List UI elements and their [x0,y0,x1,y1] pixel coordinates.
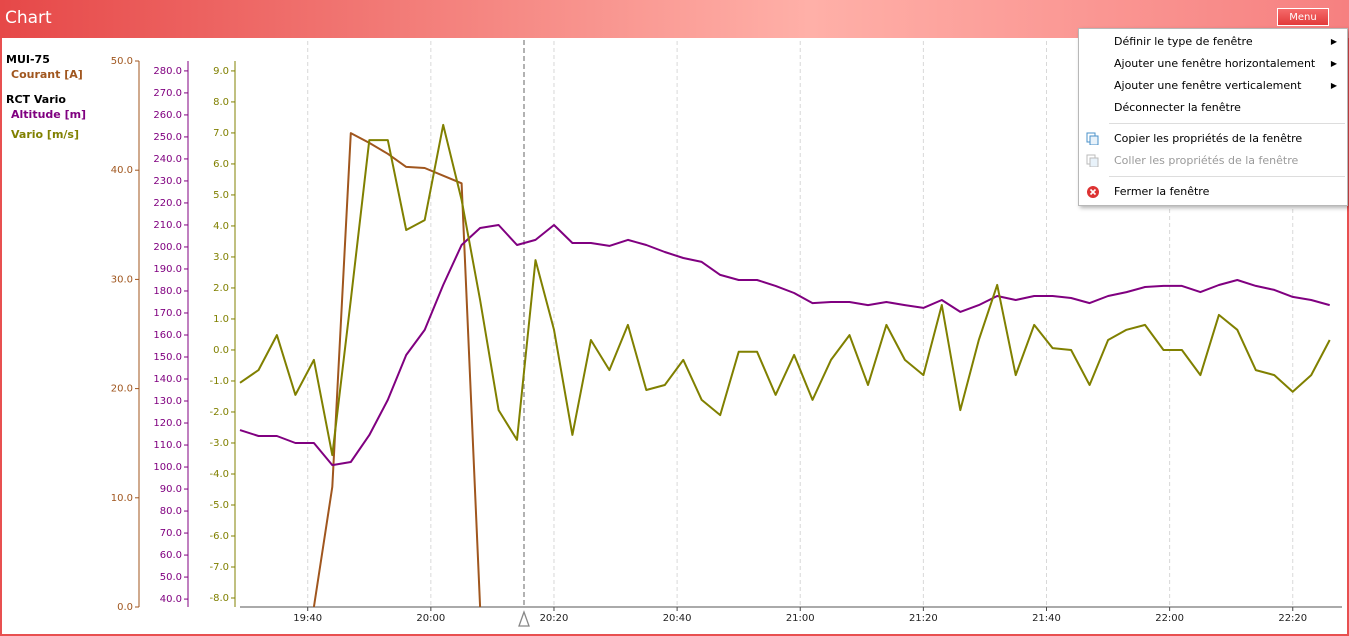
menu-item[interactable]: Fermer la fenêtre [1079,181,1347,203]
y-tick-label: 250.0 [153,132,182,143]
y-tick-label: 120.0 [153,418,182,429]
menu-item-label: Ajouter une fenêtre horizontalement [1114,57,1316,70]
menu-item[interactable]: Ajouter une fenêtre verticalement ▶ [1079,75,1347,97]
y-tick-label: 9.0 [213,66,229,77]
x-tick-label: 22:00 [1155,613,1184,624]
close-icon [1087,186,1099,198]
x-tick-label: 22:20 [1278,613,1307,624]
y-tick-label: 110.0 [153,440,182,451]
legend-group: MUI-75 [6,53,50,66]
menu-item-label: Coller les propriétés de la fenêtre [1114,154,1299,167]
y-tick-label: 90.0 [160,484,182,495]
menu-item-label: Fermer la fenêtre [1114,185,1210,198]
legend-group: RCT Vario [6,93,66,106]
y-tick-label: 270.0 [153,88,182,99]
context-menu: Définir le type de fenêtre ▶ Ajouter une f… [1078,28,1348,206]
submenu-arrow: ▶ [1330,81,1337,90]
x-tick-label: 21:00 [786,613,815,624]
x-tick-label: 20:20 [540,613,569,624]
series-line [312,132,482,608]
y-tick-label: 50.0 [111,56,133,67]
menu-item-label: Ajouter une fenêtre verticalement [1114,79,1302,92]
y-tick-label: 190.0 [153,264,182,275]
y-tick-label: 4.0 [213,221,229,232]
y-tick-label: -3.0 [209,438,229,449]
y-tick-label: 210.0 [153,220,182,231]
y-tick-label: 40.0 [111,165,133,176]
y-tick-label: 6.0 [213,159,229,170]
y-tick-label: 260.0 [153,110,182,121]
y-tick-label: 170.0 [153,308,182,319]
series-line [239,123,1331,457]
y-tick-label: 0.0 [117,602,133,613]
x-tick-label: 21:40 [1032,613,1061,624]
y-tick-label: 220.0 [153,198,182,209]
submenu-arrow: ▶ [1330,59,1337,68]
y-tick-label: 180.0 [153,286,182,297]
menu-item[interactable]: Définir le type de fenêtre ▶ [1079,31,1347,53]
y-tick-label: 230.0 [153,176,182,187]
window-title: Chart [5,8,52,28]
menu-item[interactable]: Copier les propriétés de la fenêtre [1079,128,1347,150]
y-tick-label: 160.0 [153,330,182,341]
y-tick-label: 40.0 [160,594,182,605]
y-tick-label: 5.0 [213,190,229,201]
menu-button[interactable]: Menu [1277,8,1329,26]
y-tick-label: 80.0 [160,506,182,517]
menu-item[interactable]: Ajouter une fenêtre horizontalement ▶ [1079,53,1347,75]
menu-item-label: Déconnecter la fenêtre [1114,101,1241,114]
submenu-arrow: ▶ [1330,37,1337,46]
y-tick-label: 60.0 [160,550,182,561]
legend-entry: Altitude [m] [11,108,86,121]
menu-item: Coller les propriétés de la fenêtre [1079,150,1347,172]
menu-item-label: Copier les propriétés de la fenêtre [1114,132,1303,145]
y-tick-label: 2.0 [213,283,229,294]
y-tick-label: -5.0 [209,500,229,511]
menu-item[interactable]: Déconnecter la fenêtre [1079,97,1347,119]
y-tick-label: 240.0 [153,154,182,165]
y-tick-label: -1.0 [209,376,229,387]
menu-separator [1109,123,1345,124]
y-tick-label: 130.0 [153,396,182,407]
y-tick-label: -4.0 [209,469,229,480]
legend-entry: Vario [m/s] [11,128,79,141]
x-tick-label: 21:20 [909,613,938,624]
y-tick-label: 100.0 [153,462,182,473]
y-tick-label: 8.0 [213,97,229,108]
y-tick-label: 30.0 [111,274,133,285]
y-tick-label: 200.0 [153,242,182,253]
paste-icon [1086,154,1099,167]
menu-separator [1109,176,1345,177]
y-tick-label: 0.0 [213,345,229,356]
menu-item-label: Définir le type de fenêtre [1114,35,1253,48]
y-tick-label: -7.0 [209,562,229,573]
y-tick-label: -6.0 [209,531,229,542]
y-tick-label: 20.0 [111,384,133,395]
x-tick-label: 20:40 [663,613,692,624]
y-tick-label: 10.0 [111,493,133,504]
y-tick-label: 7.0 [213,128,229,139]
y-tick-label: 280.0 [153,66,182,77]
cursor-handle [518,610,530,627]
y-tick-label: 3.0 [213,252,229,263]
y-tick-label: 140.0 [153,374,182,385]
y-tick-label: 50.0 [160,572,182,583]
copy-icon [1086,132,1099,145]
y-tick-label: 70.0 [160,528,182,539]
x-tick-label: 19:40 [293,613,322,624]
y-tick-label: 1.0 [213,314,229,325]
x-tick-label: 20:00 [416,613,445,624]
series-line [239,224,1330,467]
y-tick-label: -8.0 [209,593,229,604]
y-tick-label: -2.0 [209,407,229,418]
legend-entry: Courant [A] [11,68,83,81]
y-tick-label: 150.0 [153,352,182,363]
